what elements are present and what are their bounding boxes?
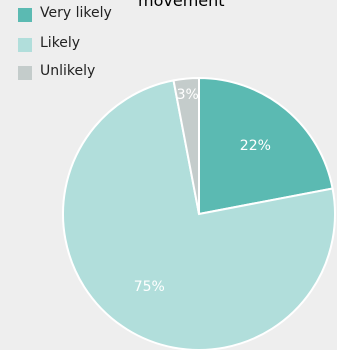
pie-slice-very-likely xyxy=(198,76,334,216)
data-label-likely: 75% xyxy=(134,279,165,295)
chart-title: movement xyxy=(138,0,225,10)
pie-slice-unlikely xyxy=(172,76,200,215)
data-label-very-likely: 22% xyxy=(240,138,271,154)
legend-label-very-likely: Very likely xyxy=(40,5,112,21)
legend-label-unlikely: Unlikely xyxy=(40,63,96,79)
legend-swatch-unlikely xyxy=(18,66,32,80)
legend-swatch-likely xyxy=(18,38,32,52)
legend-swatch-very-likely xyxy=(18,8,32,22)
legend-label-likely: Likely xyxy=(40,35,81,51)
data-label-unlikely: 3% xyxy=(177,87,199,103)
pie-slice-likely xyxy=(62,79,336,350)
